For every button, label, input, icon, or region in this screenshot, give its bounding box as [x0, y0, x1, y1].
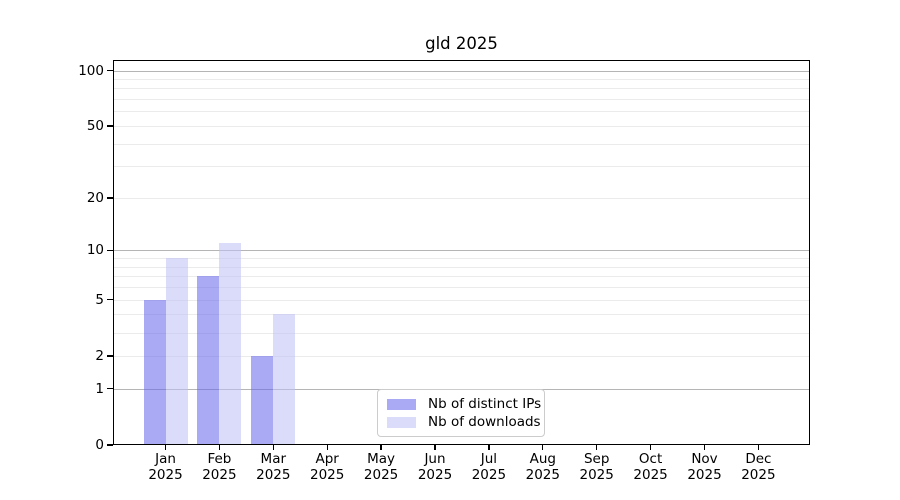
gridline-minor-80	[113, 88, 810, 90]
x-tick-jul	[488, 445, 490, 450]
bar-downloads-mar	[273, 314, 296, 445]
x-tick-year: 2025	[525, 467, 560, 483]
y-tick-label-5: 5	[95, 291, 104, 308]
x-tick-year: 2025	[148, 467, 183, 483]
legend-swatch-downloads	[387, 417, 416, 428]
plot-area: Nb of distinct IPs Nb of downloads	[113, 60, 810, 445]
gridline-minor-6	[113, 287, 810, 289]
x-tick-year: 2025	[471, 467, 507, 483]
x-tick-month: Dec	[745, 451, 772, 467]
gridline-minor-70	[113, 99, 810, 101]
x-tick-year: 2025	[741, 467, 776, 483]
gridline-minor-8	[113, 266, 810, 268]
x-tick-aug	[542, 445, 544, 450]
x-tick-year: 2025	[633, 467, 668, 483]
x-tick-apr	[326, 445, 328, 450]
x-tick-month: Feb	[207, 451, 232, 467]
y-tick-20	[107, 197, 113, 199]
x-tick-label-dec: Dec 2025	[726, 451, 790, 483]
x-tick-year: 2025	[579, 467, 614, 483]
y-tick-label-20: 20	[86, 190, 104, 206]
y-tick-10	[107, 249, 113, 252]
y-tick-label-1: 1	[95, 380, 104, 397]
y-tick-0	[107, 444, 113, 446]
x-tick-year: 2025	[417, 467, 453, 483]
x-tick-label-oct: Oct 2025	[619, 451, 683, 483]
chart-title: gld 2025	[425, 34, 498, 53]
y-tick-5	[107, 298, 113, 301]
gridline-minor-3	[113, 332, 810, 334]
x-tick-label-nov: Nov 2025	[673, 451, 737, 483]
x-tick-year: 2025	[202, 467, 237, 483]
y-tick-label-100: 100	[78, 62, 104, 79]
gridline-minor-7	[113, 276, 810, 278]
legend-item-distinct-ips: Nb of distinct IPs	[387, 397, 541, 412]
x-tick-year: 2025	[687, 467, 722, 483]
gridline-minor-5	[113, 299, 810, 301]
x-tick-year: 2025	[310, 467, 345, 483]
bar-downloads-jan	[165, 258, 188, 445]
x-tick-mar	[272, 445, 274, 450]
x-tick-month: Sep	[583, 451, 610, 467]
y-tick-50	[107, 125, 113, 127]
gridline-major-10	[113, 250, 810, 252]
y-tick-label-0: 0	[95, 437, 104, 453]
gridline-minor-60	[113, 111, 810, 113]
x-tick-label-jun: Jun 2025	[403, 451, 467, 483]
gridline-major-100	[113, 70, 810, 72]
gridline-minor-20	[113, 198, 810, 199]
x-tick-label-mar: Mar 2025	[241, 451, 305, 483]
x-tick-label-may: May 2025	[349, 451, 413, 483]
x-tick-jun	[434, 445, 436, 450]
x-tick-nov	[703, 445, 706, 450]
x-tick-jan	[164, 445, 167, 450]
gridline-minor-9	[113, 258, 810, 260]
legend-item-downloads: Nb of downloads	[387, 415, 541, 430]
y-tick-2	[107, 355, 113, 357]
x-tick-sep	[596, 445, 598, 450]
x-tick-month: May	[367, 451, 396, 467]
x-tick-label-jan: Jan 2025	[134, 451, 198, 483]
x-tick-month: Mar	[260, 451, 287, 467]
legend: Nb of distinct IPs Nb of downloads	[377, 389, 545, 437]
x-tick-feb	[218, 445, 221, 450]
gridline-minor-30	[113, 166, 810, 168]
x-tick-month: Apr	[315, 451, 339, 467]
x-tick-month: Jun	[424, 451, 446, 467]
y-tick-1	[107, 388, 113, 390]
x-tick-oct	[649, 445, 652, 450]
x-tick-month: Aug	[529, 451, 556, 467]
gridline-minor-2	[113, 355, 810, 357]
x-tick-may	[380, 445, 382, 450]
x-tick-year: 2025	[363, 467, 399, 483]
gridline-minor-90	[113, 79, 810, 80]
y-tick-label-10: 10	[86, 242, 104, 259]
y-tick-label-50: 50	[86, 118, 104, 134]
legend-label-downloads: Nb of downloads	[428, 414, 541, 430]
gridline-minor-4	[113, 314, 810, 316]
x-tick-month: Nov	[691, 451, 718, 467]
y-tick-100	[107, 69, 113, 72]
y-tick-label-2: 2	[95, 347, 104, 364]
x-tick-label-aug: Aug 2025	[511, 451, 575, 483]
bar-downloads-feb	[219, 243, 242, 445]
legend-swatch-distinct-ips	[387, 399, 416, 410]
bar-ips-jan	[143, 299, 166, 445]
bar-ips-feb	[197, 276, 220, 445]
bar-ips-mar	[251, 355, 274, 445]
x-tick-dec	[757, 445, 760, 450]
gridline-minor-50	[113, 126, 810, 127]
x-tick-month: Jan	[155, 451, 176, 467]
x-tick-label-feb: Feb 2025	[187, 451, 251, 483]
x-tick-month: Jul	[480, 451, 498, 467]
legend-label-distinct-ips: Nb of distinct IPs	[428, 396, 542, 412]
x-tick-label-apr: Apr 2025	[295, 451, 359, 483]
x-tick-year: 2025	[256, 467, 291, 483]
x-tick-month: Oct	[638, 451, 663, 467]
x-tick-label-sep: Sep 2025	[565, 451, 629, 483]
x-tick-label-jul: Jul 2025	[457, 451, 521, 483]
gridline-minor-40	[113, 143, 810, 145]
